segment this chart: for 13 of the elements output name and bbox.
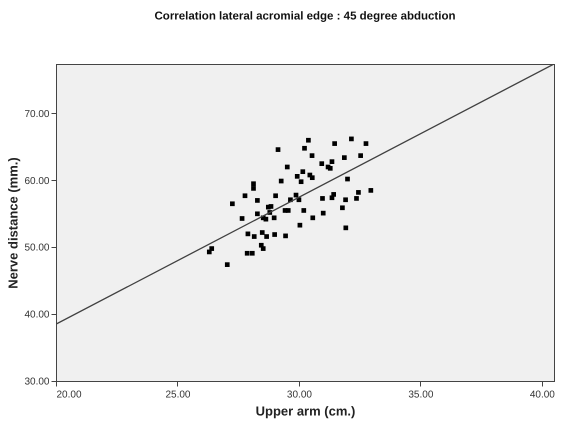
x-axis-title: Upper arm (cm.)	[256, 404, 356, 418]
x-tick-label: 20.00	[56, 390, 82, 400]
y-tick-label: 50.00	[24, 242, 50, 254]
chart-title: Correlation lateral acromial edge : 45 degree abduction	[154, 10, 456, 22]
x-tick-label: 40.00	[530, 390, 556, 400]
x-tick-label: 35.00	[408, 390, 434, 400]
y-tick-label: 70.00	[24, 108, 50, 120]
y-tick-label: 30.00	[24, 376, 50, 388]
y-axis-title: Nerve distance (mm.)	[5, 157, 20, 289]
x-tick-label: 25.00	[165, 390, 191, 400]
y-tick-label: 40.00	[24, 310, 50, 321]
x-tick-label: 30.00	[286, 390, 312, 400]
y-tick-label: 60.00	[24, 176, 50, 187]
